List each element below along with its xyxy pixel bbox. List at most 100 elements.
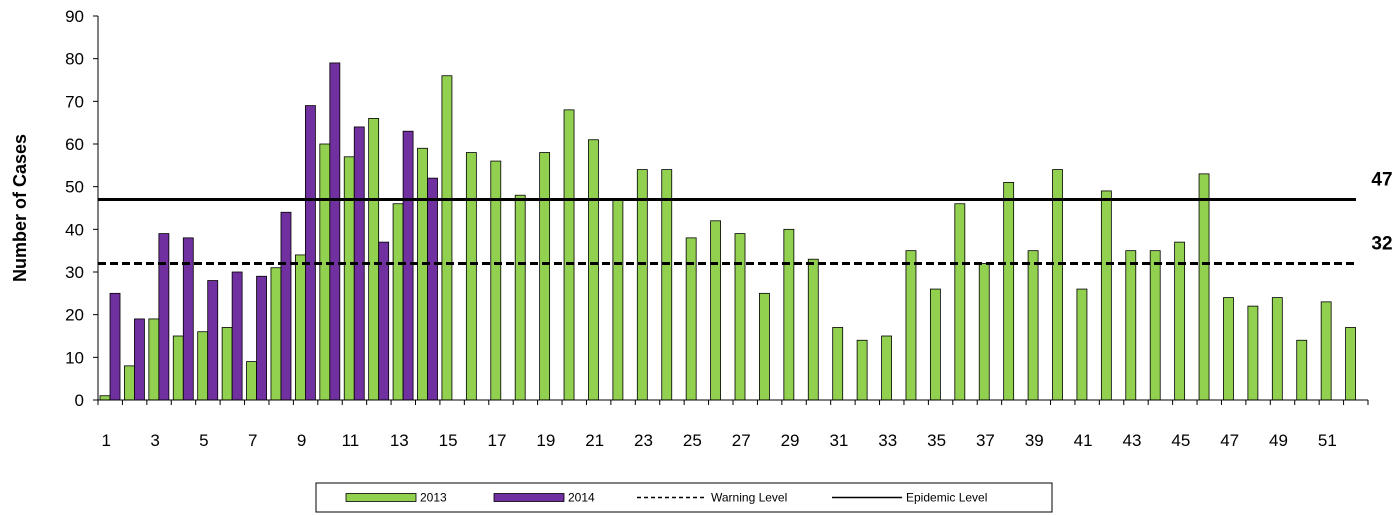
bar-2013 — [246, 361, 257, 401]
x-tick-label: 15 — [439, 431, 458, 450]
bar-2013 — [636, 169, 648, 401]
bar-2013 — [270, 267, 282, 401]
bar-2013 — [539, 152, 551, 401]
legend-label-warning: Warning Level — [711, 491, 787, 505]
bar-2013 — [905, 250, 917, 401]
y-tick-label: 40 — [65, 220, 84, 239]
bar-2013 — [1223, 297, 1234, 401]
bar-2014 — [402, 130, 414, 401]
x-tick-label: 7 — [248, 431, 257, 450]
y-tick-label: 60 — [65, 135, 84, 154]
legend-label-2014: 2014 — [568, 491, 595, 505]
bars — [99, 62, 1356, 401]
y-tick-label: 90 — [65, 7, 84, 26]
x-tick-label: 49 — [1269, 431, 1288, 450]
reference-line-label: 47 — [1371, 169, 1392, 190]
x-tick-label: 51 — [1318, 431, 1337, 450]
x-tick-label: 5 — [199, 431, 208, 450]
y-tick-label: 50 — [65, 178, 84, 197]
bar-2013 — [588, 139, 599, 401]
bar-2013 — [99, 395, 111, 401]
bar-2014 — [427, 177, 438, 401]
x-tick-label: 41 — [1074, 431, 1093, 450]
bar-2013 — [490, 160, 502, 401]
bar-2013 — [148, 318, 160, 401]
y-tick-label: 70 — [65, 92, 84, 111]
bar-2014 — [207, 280, 219, 401]
bar-2014 — [329, 62, 341, 401]
x-tick-label: 11 — [342, 431, 360, 450]
bar-2013 — [1198, 173, 1210, 401]
x-tick-label: 43 — [1123, 431, 1142, 450]
y-tick-label: 20 — [65, 306, 84, 325]
x-tick-label: 9 — [297, 431, 306, 450]
bar-2013 — [441, 75, 453, 401]
bar-2013 — [368, 118, 380, 401]
legend-swatch-2013 — [345, 493, 417, 502]
bar-2014 — [304, 105, 316, 401]
bar-2013 — [954, 203, 966, 401]
x-tick-label: 35 — [927, 431, 946, 450]
x-tick-label: 31 — [829, 431, 848, 450]
bar-2013 — [124, 365, 135, 401]
bar-2013 — [612, 199, 624, 401]
legend-swatch-2014 — [493, 493, 565, 502]
bar-2013 — [856, 339, 868, 401]
x-tick-label: 33 — [878, 431, 897, 450]
legend: 2013 2014 Warning Level Epidemic Level — [315, 482, 1053, 513]
bar-2013 — [661, 169, 673, 401]
x-axis-ticks: 1 3 5 7 9 11 13 15 17 19 21 23 25 27 29 31 33 35 37 39 41 43 4… — [101, 431, 1336, 450]
x-tick-label: 3 — [150, 431, 159, 450]
x-tick-label: 13 — [390, 431, 409, 450]
legend-label-epidemic: Epidemic Level — [906, 491, 987, 505]
bar-2013 — [197, 331, 209, 401]
bar-2013 — [807, 258, 819, 401]
bar-2013 — [343, 156, 355, 401]
bar-2013 — [1271, 297, 1283, 401]
x-tick-label: 17 — [488, 431, 507, 450]
bar-2013 — [465, 152, 477, 401]
x-tick-label: 19 — [536, 431, 555, 450]
bar-2014 — [231, 271, 243, 401]
bar-2013 — [221, 327, 233, 401]
bar-2013 — [783, 228, 795, 401]
bar-2013 — [832, 327, 844, 401]
bar-2013 — [978, 263, 990, 401]
y-tick-label: 80 — [65, 50, 84, 69]
x-tick-label: 45 — [1171, 431, 1190, 450]
bar-2013 — [1149, 250, 1161, 401]
bar-2013 — [1247, 305, 1259, 401]
bar-2013 — [1296, 339, 1308, 401]
bar-2013 — [172, 335, 184, 401]
reference-line-label: 32 — [1371, 233, 1392, 254]
bar-2013 — [881, 335, 892, 401]
y-axis-label: Number of Cases — [10, 134, 30, 282]
bar-2013 — [1027, 250, 1039, 401]
bar-2014 — [256, 275, 267, 401]
bar-2013 — [392, 203, 404, 401]
x-tick-label: 37 — [976, 431, 995, 450]
bar-2013 — [294, 254, 306, 401]
bar-2014 — [134, 318, 145, 401]
bar-2013 — [563, 109, 575, 401]
x-tick-label: 25 — [683, 431, 702, 450]
x-tick-label: 21 — [585, 431, 604, 450]
y-axis-ticks: 0 10 20 30 40 50 60 70 80 90 — [65, 7, 98, 410]
x-tick-label: 23 — [634, 431, 653, 450]
bar-2013 — [319, 143, 331, 401]
bar-2014 — [280, 211, 292, 401]
x-tick-label: 29 — [781, 431, 800, 450]
bar-2013 — [759, 292, 770, 401]
bar-2013 — [710, 220, 721, 401]
axes — [97, 16, 1369, 405]
bar-2013 — [1076, 288, 1088, 401]
bar-2013 — [1125, 250, 1137, 401]
bar-2013 — [514, 194, 526, 401]
x-tick-label: 27 — [732, 431, 751, 450]
y-tick-label: 30 — [65, 263, 84, 282]
bar-2014 — [109, 292, 121, 401]
bar-2013 — [1003, 181, 1015, 401]
legend-box — [315, 482, 1053, 513]
bar-2013 — [1320, 301, 1332, 401]
